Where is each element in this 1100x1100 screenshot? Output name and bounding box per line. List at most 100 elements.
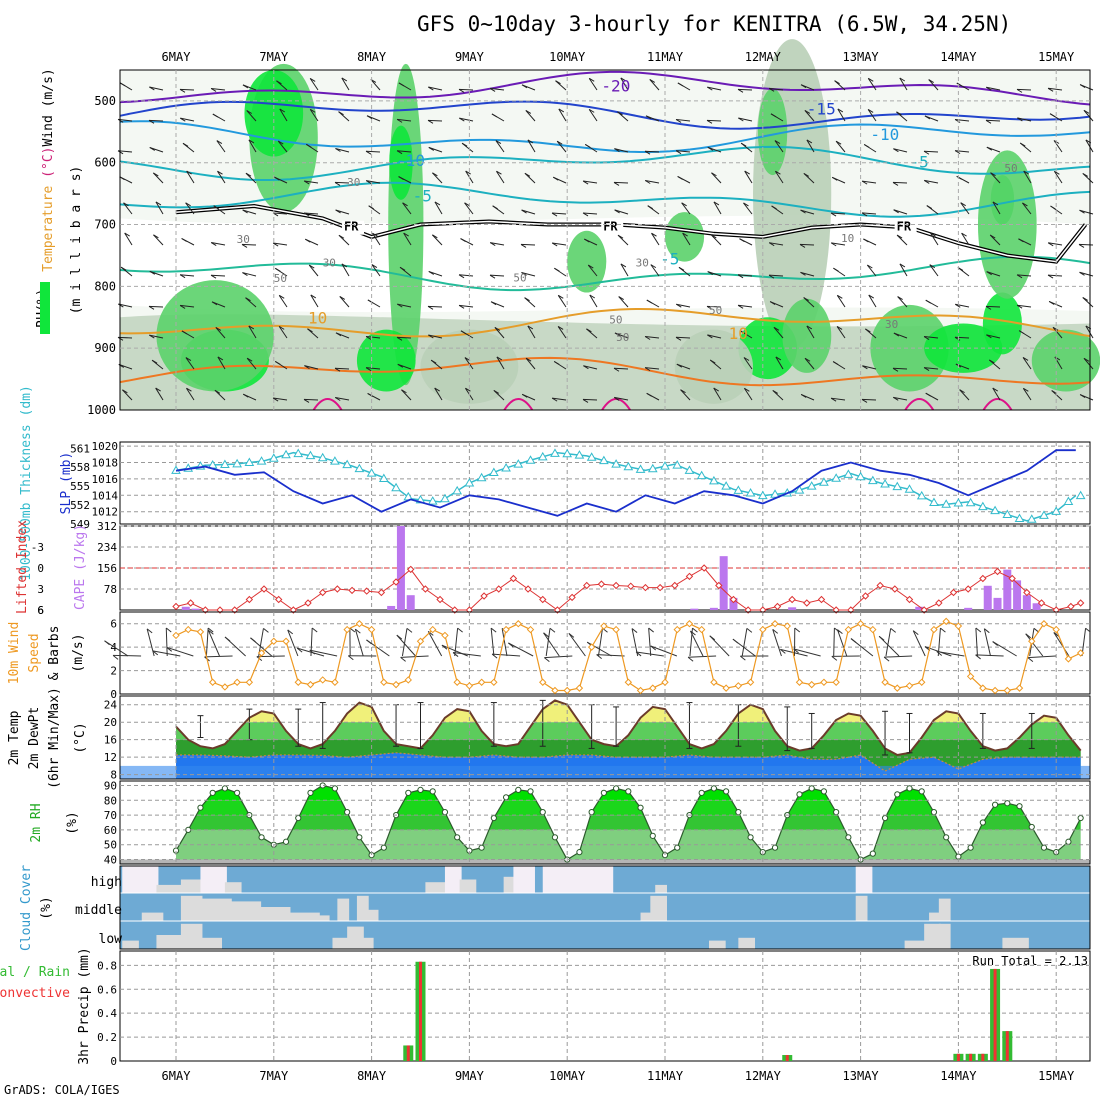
wind-barb-flag [899,77,906,82]
wind-barb [1079,209,1094,215]
wind-barb [837,108,846,122]
wind-barb-flag [335,332,342,337]
wind-barb-flag [117,150,124,155]
isotherm-15 [904,398,935,411]
wind-barb-flag [153,234,159,239]
thickness-marker [562,448,573,458]
thickness-marker [586,452,597,461]
rh-marker [881,814,889,822]
surface-wind-barb [508,642,514,648]
thickness-marker [525,455,536,464]
rh-marker [979,819,986,826]
thickness-marker [513,459,524,468]
rh-marker [991,801,999,808]
wind-barb-flag [865,328,871,333]
wind-barb [614,396,629,401]
slp-tick-label: 1018 [92,457,119,470]
footer-credit: GrADS: COLA/IGES [4,1083,120,1097]
precip-panel: 0 0.2 0.4 0.6 0.8 Run Total = 2.13 [97,950,1091,1068]
wind-barb-flag [892,367,899,372]
temp-tick-label: 20 [104,716,117,729]
thickness-marker [599,455,609,465]
rh-marker [833,809,840,816]
rh-frame [119,780,1091,865]
wind-barb-flag [186,170,192,175]
wind-axis-label-4-part: (m/s) [71,633,86,672]
wind-barb [892,367,908,370]
wind-barb [557,326,567,339]
temp-unit-label: (°C) [73,722,88,753]
wind-barb-flag [398,82,405,87]
cape-bar [729,597,738,610]
wind-barb-flag [334,367,341,372]
wind-speed-marker [367,625,376,634]
wind-barb-flag [614,209,620,214]
lifted-index-marker [1067,602,1075,611]
wind-barb [985,119,1001,122]
wind-barb-flag [490,301,497,306]
wind-barb [867,109,877,122]
cape-bar [396,526,405,610]
rh-tick-label: 40 [104,854,117,867]
wind-barb-flag [306,143,312,148]
wind-barb-flag [986,146,993,151]
wind-barb-flag [620,263,627,268]
thickness-marker [232,458,242,468]
wind-barb-flag [959,389,965,394]
rh-tick-label: 90 [104,779,117,792]
wind-speed-marker [722,684,730,692]
wind-barb [217,170,226,184]
lifted-index-marker [641,583,650,592]
lifted-index-marker [817,595,826,604]
wind-speed-marker [294,678,302,686]
surface-wind-barb [501,628,508,657]
rh-band-mid [176,815,1081,830]
rh-marker [869,850,876,857]
wind-barb-flag [245,172,252,177]
surface-wind-barb [975,627,982,633]
rh-tick-label: 70 [104,809,117,822]
surface-wind-barb [165,627,172,633]
lifted-index-marker [333,585,342,593]
date-label-bottom: 6MAY [162,1069,192,1083]
cloud-panel: high middle low [75,865,1091,950]
dewpoint-line [176,752,1081,772]
wind-barb-flag [583,365,589,370]
wind-barb-flag [396,150,403,155]
rh-contour-label: 50 [616,331,629,344]
surface-wind-barb [793,648,821,657]
lifted-index-marker [671,581,679,590]
rh-contour-label: 30 [323,257,336,270]
wind-speed-marker [685,620,694,628]
thickness-marker [806,481,817,490]
wind-barb-flag [434,201,441,206]
wind-barb-flag [582,180,589,185]
wind-barb [524,172,536,184]
middle-cloud-cell [200,898,232,921]
thickness-marker [647,463,658,473]
wind-barb-flag [676,303,682,308]
surface-wind-barb [224,636,231,642]
thickness-marker [1026,514,1037,523]
wind-barb [335,209,350,215]
wind-barb [588,109,598,122]
rh-contour-label: 50 [513,271,526,284]
cape-bar [181,606,190,610]
wind-barb [893,148,908,153]
wind-barb [897,296,908,308]
surface-wind-barb [490,627,497,633]
wind-barb [831,397,846,401]
wind-barb-flag [399,266,406,271]
surface-wind-barb [631,628,638,633]
wind-barb-flag [800,393,807,398]
wind-speed-marker [404,676,412,684]
wind-barb-flag [211,301,218,306]
wind-tick-label: 4 [110,641,117,654]
wind-barb-flag [830,242,837,247]
wind-barb-flag [521,84,528,89]
isotherm-label: 10 [308,308,327,327]
thickness-marker [342,459,353,469]
wind-barb [1017,274,1032,277]
cloud-unit-label-part: (%) [39,896,54,919]
temp-unit-label-part: (°C) [73,722,88,753]
